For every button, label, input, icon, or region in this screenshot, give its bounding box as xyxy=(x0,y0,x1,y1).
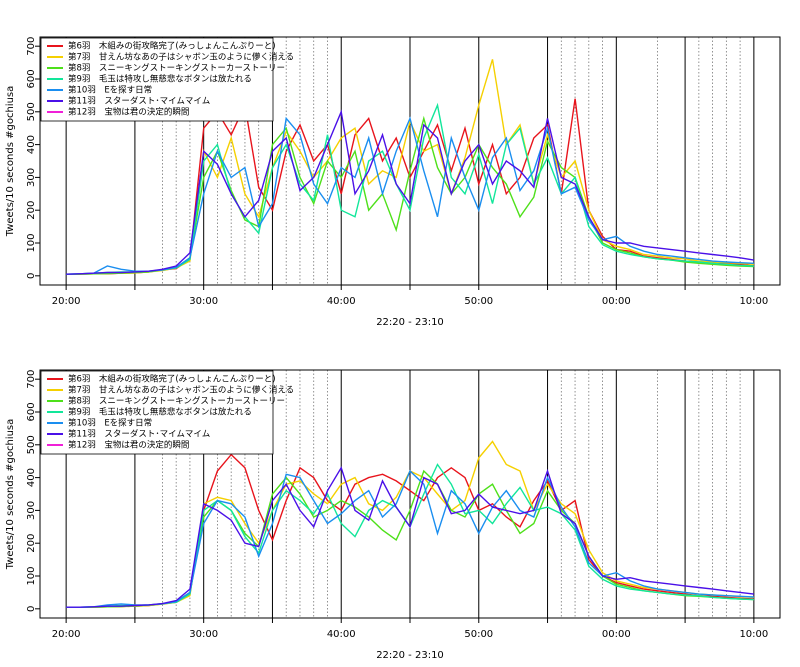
legend-label: 第10羽 Eを探す日常 xyxy=(68,418,152,429)
legend-label: 第7羽 甘えん坊なあの子はシャボン玉のように儚く消える xyxy=(68,385,294,396)
x-tick-label: 50:00 xyxy=(464,296,493,307)
x-tick-label: 20:00 xyxy=(52,629,81,640)
x-tick-label: 40:00 xyxy=(327,296,356,307)
series-line xyxy=(66,466,754,608)
x-tick-label: 50:00 xyxy=(464,629,493,640)
x-tick-label: 30:00 xyxy=(189,629,218,640)
legend-box xyxy=(40,37,274,122)
x-tick-label: 10:00 xyxy=(739,629,768,640)
x-tick-label: 30:00 xyxy=(189,296,218,307)
y-tick-label: 0 xyxy=(26,606,37,612)
y-tick-label: 400 xyxy=(26,468,37,487)
legend-label: 第10羽 Eを探す日常 xyxy=(68,85,152,96)
y-axis-label: Tweets/10 seconds #gochiusa xyxy=(5,419,16,571)
y-tick-label: 100 xyxy=(26,233,37,252)
legend-label: 第11羽 スターダスト･マイムマイム xyxy=(68,429,210,440)
x-axis-label: 22:20 - 23:10 xyxy=(376,650,444,661)
legend-label: 第12羽 宝物は君の決定的瞬間 xyxy=(68,107,189,118)
legend-label: 第11羽 スターダスト･マイムマイム xyxy=(68,96,210,107)
y-axis-label: Tweets/10 seconds #gochiusa xyxy=(5,86,16,238)
x-tick-label: 40:00 xyxy=(327,629,356,640)
legend-label: 第12羽 宝物は君の決定的瞬間 xyxy=(68,440,189,451)
y-tick-label: 200 xyxy=(26,534,37,553)
x-tick-label: 00:00 xyxy=(602,296,631,307)
x-tick-label: 10:00 xyxy=(739,296,768,307)
series-line xyxy=(66,116,754,275)
legend-label: 第9羽 毛玉は特攻し無慈悲なボタンは放たれる xyxy=(68,74,252,85)
legend-label: 第8羽 スニーキングストーキングストーカーストーリー xyxy=(68,396,285,407)
series-line xyxy=(66,102,754,275)
y-tick-label: 500 xyxy=(26,102,37,121)
legend-label: 第7羽 甘えん坊なあの子はシャボン玉のように儚く消える xyxy=(68,52,294,63)
series-line xyxy=(66,109,755,275)
series-line xyxy=(66,469,754,608)
y-tick-label: 300 xyxy=(26,501,37,520)
legend-box xyxy=(40,370,274,455)
legend-label: 第8羽 スニーキングストーキングストーカーストーリー xyxy=(68,63,285,74)
y-tick-label: 600 xyxy=(26,402,37,421)
y-tick-label: 200 xyxy=(26,201,37,220)
y-tick-label: 700 xyxy=(26,370,37,389)
legend-label: 第6羽 木組みの街攻略完了(みっしょんこんぷりーと) xyxy=(68,41,276,52)
legend-label: 第6羽 木組みの街攻略完了(みっしょんこんぷりーと) xyxy=(68,374,276,385)
y-tick-label: 0 xyxy=(26,273,37,279)
x-tick-label: 00:00 xyxy=(602,629,631,640)
legend-label: 第9羽 毛玉は特攻し無慈悲なボタンは放たれる xyxy=(68,407,252,418)
y-tick-label: 600 xyxy=(26,69,37,88)
y-tick-label: 500 xyxy=(26,435,37,454)
y-tick-label: 300 xyxy=(26,168,37,187)
y-tick-label: 400 xyxy=(26,135,37,154)
y-tick-label: 700 xyxy=(26,37,37,56)
y-tick-label: 100 xyxy=(26,566,37,585)
x-tick-label: 20:00 xyxy=(52,296,81,307)
x-axis-label: 22:20 - 23:10 xyxy=(376,317,444,328)
